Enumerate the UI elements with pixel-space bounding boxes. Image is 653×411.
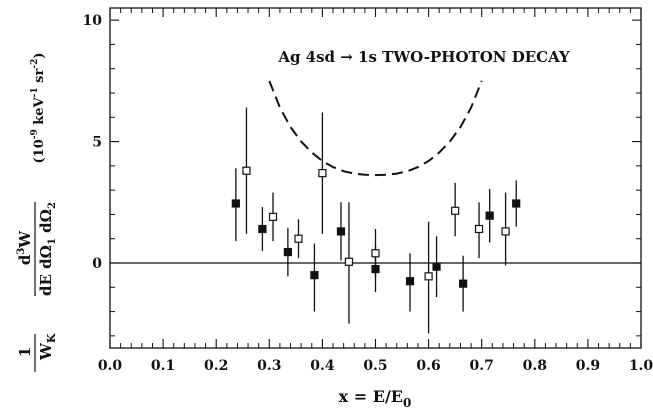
data-marks (110, 80, 641, 334)
x-tick-label: 0.7 (470, 358, 494, 374)
x-tick-label: 0.8 (523, 358, 547, 374)
y-tick-label: 0 (92, 256, 102, 272)
y-label-units-sup3: -2 (30, 59, 40, 69)
x-axis-label-sub: 0 (403, 396, 411, 410)
y-label-units-sup1: -9 (30, 129, 40, 139)
open-square-point (344, 257, 354, 266)
x-axis-label-main: x = E/E (339, 387, 403, 406)
y-label-den-b: dΩ (37, 209, 55, 238)
x-tick-label: 0.1 (151, 358, 175, 374)
x-axis-label: x = E/E0 (339, 387, 412, 410)
y-axis-label: 1 WK d3W dE dΩ1 dΩ2 (10-9 keV-1 sr-2) (16, 53, 58, 372)
y-label-units-b: keV (32, 96, 47, 129)
filled-square-point (258, 224, 267, 234)
open-square-point (501, 227, 510, 236)
y-label-den-a: dE dΩ (37, 245, 55, 296)
y-label-num-tail: W (16, 230, 34, 249)
filled-square-point (336, 227, 346, 236)
y-label-units: (10-9 keV-1 sr-2) (30, 53, 47, 164)
filled-square-point (512, 199, 521, 208)
x-tick-label: 0.9 (576, 358, 600, 374)
x-tick-label: 0.4 (310, 358, 335, 374)
y-label-units-a: (10 (32, 139, 47, 163)
y-label-units-sup2: -1 (30, 87, 40, 97)
y-label-den: dE dΩ1 dΩ2 (37, 202, 58, 296)
y-label-num: d3W (16, 230, 34, 265)
theory-curve (268, 80, 483, 177)
y-label-prefix-den-main: W (37, 342, 55, 361)
open-square-point (318, 169, 327, 178)
y-label-den-sub2: 2 (47, 202, 58, 209)
open-square-point (424, 272, 433, 281)
open-square-point (294, 234, 303, 243)
filled-square-point (432, 262, 441, 271)
open-square-point (474, 224, 484, 234)
y-tick-label: 5 (92, 135, 102, 151)
open-square-point (242, 166, 251, 175)
y-label-units-d: ) (32, 53, 47, 59)
x-tick-label: 0.0 (98, 358, 123, 374)
y-label-units-c: sr (32, 69, 47, 88)
x-tick-label: 0.5 (363, 358, 387, 374)
filled-square-point (231, 199, 240, 208)
open-square-point (451, 206, 460, 215)
open-square-point (371, 249, 380, 258)
open-square-point (268, 212, 278, 221)
y-label-num-d: d (16, 254, 34, 265)
y-label-prefix-num: 1 (16, 347, 34, 357)
y-label-den-sub1: 1 (47, 238, 58, 245)
y-label-prefix-den: WK (37, 333, 58, 361)
x-tick-label: 0.6 (416, 358, 440, 374)
filled-square-point (459, 279, 468, 288)
y-label-prefix-den-sub: K (45, 333, 58, 343)
filled-square-point (310, 271, 319, 280)
chart-title: Ag 4sd → 1s TWO-PHOTON DECAY (277, 48, 570, 66)
filled-square-point (485, 211, 494, 220)
x-tick-label: 0.3 (257, 358, 281, 374)
filled-square-point (405, 277, 415, 286)
x-tick-label: 0.2 (204, 358, 228, 374)
y-tick-label: 10 (83, 13, 103, 29)
y-label-num-sup: 3 (16, 248, 27, 255)
x-tick-label: 1.0 (629, 358, 653, 374)
filled-square-point (283, 247, 292, 257)
